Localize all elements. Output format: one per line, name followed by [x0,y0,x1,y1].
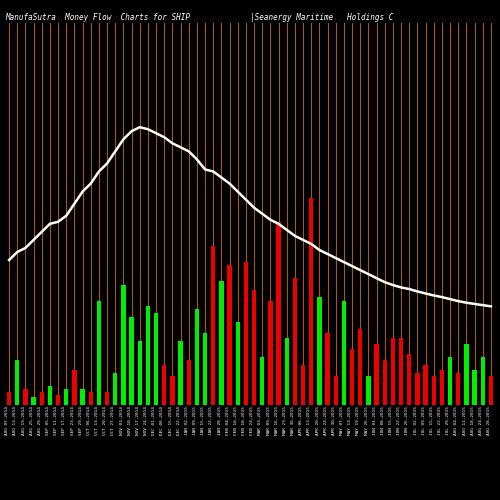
Bar [317,296,322,405]
Bar [219,280,224,405]
Bar [252,290,256,405]
Bar [407,354,412,405]
Bar [170,376,174,405]
Bar [178,341,183,405]
Bar [260,357,264,405]
Bar [130,318,134,405]
Bar [40,392,44,405]
Bar [121,286,126,405]
Bar [138,341,142,405]
Bar [415,373,420,405]
Bar [15,360,20,405]
Bar [440,370,444,405]
Bar [488,376,493,405]
Bar [56,396,60,405]
Bar [64,389,68,405]
Bar [268,302,272,405]
Bar [292,278,297,405]
Bar [326,334,330,405]
Bar [284,338,289,405]
Text: |Seanergy Maritime   Holdings C: |Seanergy Maritime Holdings C [250,12,394,22]
Bar [366,376,370,405]
Bar [244,262,248,405]
Bar [374,344,379,405]
Bar [480,357,485,405]
Bar [113,373,117,405]
Bar [96,302,101,405]
Bar [194,310,199,405]
Bar [382,360,387,405]
Bar [342,302,346,405]
Bar [88,392,93,405]
Bar [7,392,12,405]
Bar [334,376,338,405]
Bar [186,360,191,405]
Bar [432,376,436,405]
Bar [358,328,362,405]
Bar [350,349,354,405]
Bar [390,338,395,405]
Bar [472,370,477,405]
Bar [228,264,232,405]
Bar [23,389,28,405]
Bar [456,373,460,405]
Bar [32,397,36,405]
Bar [146,306,150,405]
Bar [301,365,306,405]
Bar [309,198,314,405]
Bar [80,389,85,405]
Bar [72,370,76,405]
Bar [236,322,240,405]
Text: ManufaSutra  Money Flow  Charts for SHIP: ManufaSutra Money Flow Charts for SHIP [5,12,190,22]
Bar [448,357,452,405]
Bar [48,386,52,405]
Bar [399,338,404,405]
Bar [424,365,428,405]
Bar [276,222,281,405]
Bar [154,312,158,405]
Bar [203,334,207,405]
Bar [211,246,216,405]
Bar [105,392,110,405]
Bar [464,344,468,405]
Bar [162,365,166,405]
